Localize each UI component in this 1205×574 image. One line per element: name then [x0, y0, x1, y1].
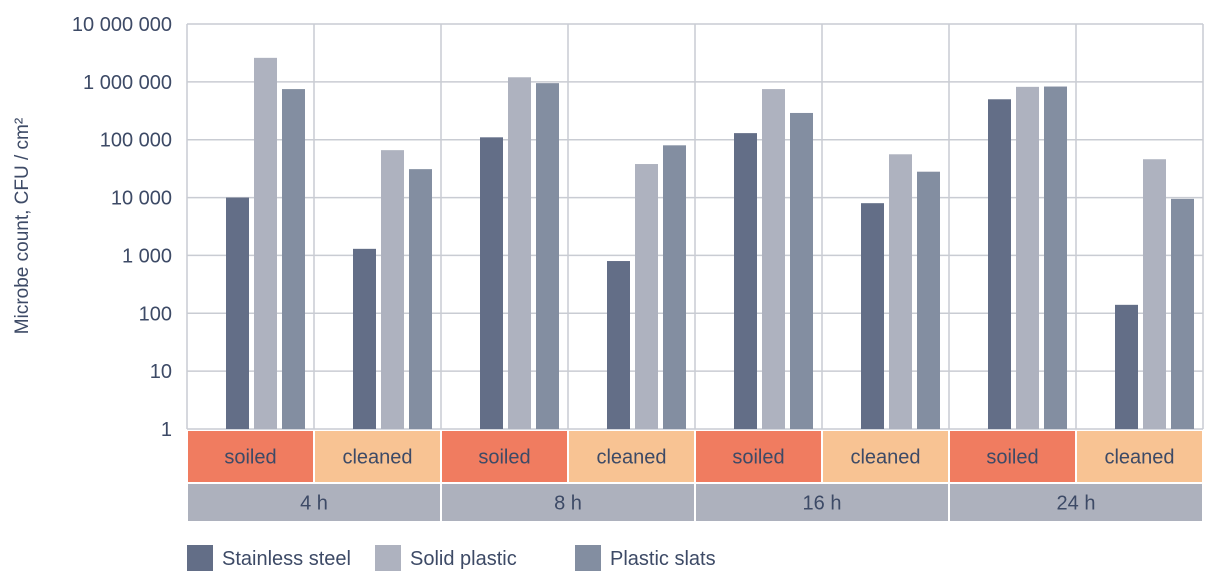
group-cell: [950, 484, 1202, 521]
legend-label: Solid plastic: [410, 548, 517, 570]
bar: [1016, 86, 1039, 429]
category-cell: [1077, 431, 1202, 482]
bar: [508, 77, 531, 429]
category-label: cleaned: [850, 447, 920, 469]
category-cell: [569, 431, 694, 482]
bar: [861, 203, 884, 429]
y-tick-label: 1 000 000: [83, 72, 172, 94]
category-label: soiled: [478, 447, 530, 469]
bar: [381, 150, 404, 429]
bar: [254, 57, 277, 430]
group-cell: [188, 484, 440, 521]
group-cell: [442, 484, 694, 521]
bar: [889, 154, 912, 430]
category-cell: [442, 431, 567, 482]
y-tick-label: 10 000 000: [72, 14, 172, 36]
category-label: cleaned: [596, 447, 666, 469]
y-axis-label: Microbe count, CFU / cm²: [12, 118, 33, 334]
bar: [226, 197, 249, 429]
bar: [635, 164, 658, 430]
y-tick-label: 1: [161, 419, 172, 441]
category-label: soiled: [986, 447, 1038, 469]
bar: [480, 137, 503, 429]
legend-swatch: [375, 545, 401, 571]
bar: [1115, 304, 1138, 429]
category-cell: [315, 431, 440, 482]
y-tick-label: 100 000: [100, 130, 172, 152]
bar: [988, 99, 1011, 430]
bar: [607, 261, 630, 429]
category-label: cleaned: [1104, 447, 1174, 469]
bar: [734, 133, 757, 430]
bar: [282, 89, 305, 429]
category-cell: [950, 431, 1075, 482]
bar: [409, 169, 432, 429]
bar: [663, 145, 686, 429]
group-cell: [696, 484, 948, 521]
y-tick-label: 10: [150, 361, 172, 383]
bar: [1044, 86, 1067, 429]
legend-swatch: [187, 545, 213, 571]
category-cell: [188, 431, 313, 482]
y-tick-label: 10 000: [111, 188, 172, 210]
group-label: 4 h: [300, 493, 328, 515]
bar: [762, 89, 785, 429]
group-label: 16 h: [803, 493, 842, 515]
bar: [536, 83, 559, 429]
y-tick-label: 100: [139, 303, 172, 325]
category-label: cleaned: [342, 447, 412, 469]
bar: [353, 248, 376, 429]
category-cell: [823, 431, 948, 482]
bar: [790, 112, 813, 430]
legend-label: Plastic slats: [610, 548, 716, 570]
category-label: soiled: [732, 447, 784, 469]
category-label: soiled: [224, 447, 276, 469]
group-label: 8 h: [554, 493, 582, 515]
bar: [1171, 198, 1194, 429]
group-label: 24 h: [1057, 493, 1096, 515]
category-cell: [696, 431, 821, 482]
legend-label: Stainless steel: [222, 548, 351, 570]
y-tick-label: 1 000: [122, 245, 172, 267]
legend-swatch: [575, 545, 601, 571]
bar: [1143, 159, 1166, 430]
bar: [917, 171, 940, 430]
